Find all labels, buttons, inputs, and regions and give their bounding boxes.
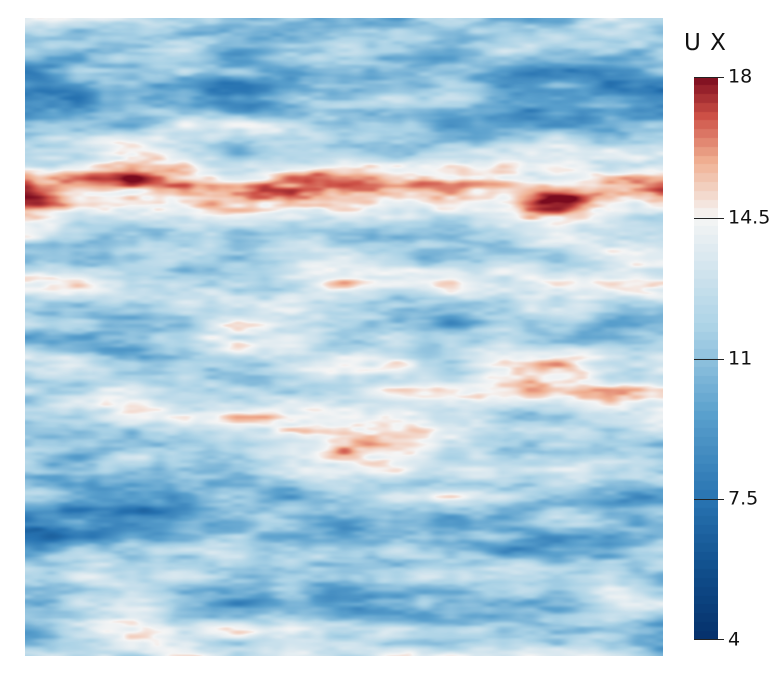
colorbar-tick-label: 7.5 xyxy=(728,487,759,510)
colorbar-title: U X xyxy=(684,30,727,56)
colorbar-tick xyxy=(694,77,724,78)
colorbar-tick xyxy=(694,499,724,500)
colorbar-tick-label: 11 xyxy=(728,347,753,370)
colorbar-tick-label: 4 xyxy=(728,628,741,651)
colorbar-tick xyxy=(694,359,724,360)
colorbar-tick xyxy=(694,218,724,219)
colorbar-gradient xyxy=(694,77,718,640)
colorbar-tick-label: 18 xyxy=(728,65,753,88)
velocity-field-image xyxy=(25,18,663,656)
colorbar: 18 14.5 11 7.5 4 xyxy=(694,67,770,649)
colorbar-tick-label: 14.5 xyxy=(728,206,771,229)
colorbar-tick xyxy=(694,639,724,640)
